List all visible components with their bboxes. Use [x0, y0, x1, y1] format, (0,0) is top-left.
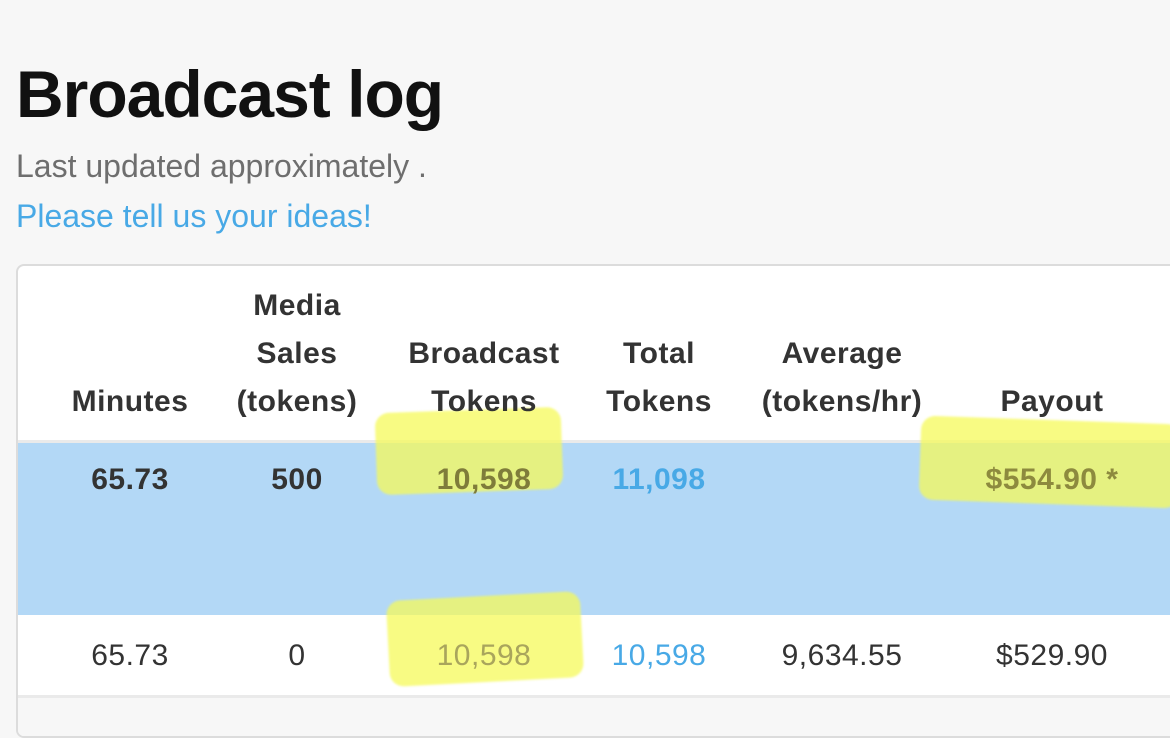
log-table: Minutes Media Sales (tokens) Broadcast Tok…: [16, 264, 1170, 738]
column-header: Broadcast Tokens: [408, 337, 560, 418]
table-cell: 10,598: [436, 463, 532, 496]
column-header: Total Tokens: [606, 337, 712, 418]
table-cell: 11,098: [612, 463, 706, 496]
column-header: Minutes: [71, 385, 189, 418]
feedback-link[interactable]: Please tell us your ideas!: [16, 198, 372, 234]
table-cell: 9,634.55: [781, 639, 903, 672]
table-cell: 10,598: [436, 639, 532, 672]
table-cell: 10,598: [611, 639, 707, 672]
page-title: Broadcast log: [16, 57, 444, 131]
page: Broadcast log Last updated approximately…: [16, 57, 1170, 738]
table-cell: 500: [271, 463, 323, 496]
column-header: Payout: [1000, 385, 1104, 418]
table-cell: $554.90 *: [985, 463, 1119, 496]
table-cell: $529.90: [996, 639, 1108, 672]
next-row-bg: [18, 698, 1170, 736]
table-cell: 0: [288, 639, 306, 672]
row-separator: [18, 695, 1170, 698]
table-cell: 65.73: [91, 639, 169, 672]
subtitle: Last updated approximately .: [16, 148, 427, 184]
table-cell: 65.73: [91, 463, 169, 496]
column-header: Average (tokens/hr): [761, 337, 923, 418]
header-separator: [18, 440, 1170, 443]
column-header: Media Sales (tokens): [236, 289, 358, 418]
